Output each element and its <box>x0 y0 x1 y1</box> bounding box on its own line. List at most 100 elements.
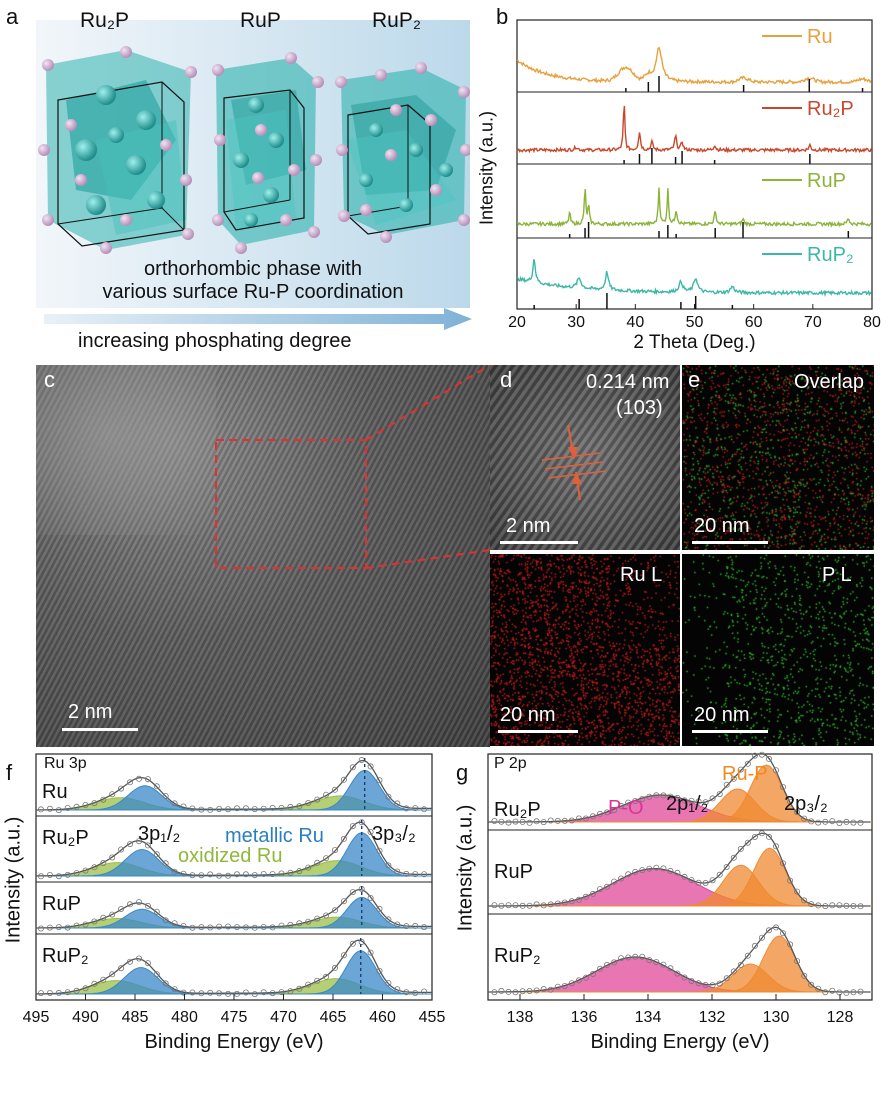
xps-g-datapoint <box>815 985 822 992</box>
xps-g-datapoint <box>709 877 716 884</box>
xps-f-datapoint <box>260 871 267 878</box>
xps-g-datapoint <box>554 900 561 907</box>
xps-g-datapoint <box>787 798 794 805</box>
xps-g-datapoint <box>765 927 772 934</box>
xps-f-datapoint <box>189 872 196 879</box>
xps-g-datapoint <box>632 798 639 805</box>
xrd-xlabel: 2 Theta (Deg.) <box>633 332 755 353</box>
xps-g-datapoint <box>611 807 618 814</box>
xrd-chart: Ru Ru₂P RuP RuP₂ 20 30 40 50 60 70 80 2 Theta (Deg.… <box>508 19 881 353</box>
panel-d-scale-label: 2 nm <box>506 515 551 537</box>
phase-label-ru2p: Ru₂P <box>80 9 130 32</box>
xps-f-datapoint <box>135 775 142 782</box>
xps-f-datapoint <box>55 873 62 880</box>
xps-f-datapoint <box>153 851 160 858</box>
xrd-legend-text: RuP <box>807 170 846 192</box>
xps-g-xtick-label: 128 <box>827 1009 854 1026</box>
xps-f-datapoint <box>323 973 330 980</box>
xps-f-datapoint <box>403 805 410 812</box>
xrd-ylabel: Intensity (a.u.) <box>476 110 497 226</box>
panel-c-label: c <box>44 367 55 392</box>
panel-b-label: b <box>496 4 509 29</box>
xps-g-datapoint <box>526 902 533 909</box>
xps-g-datapoint <box>660 961 667 968</box>
xps-f-datapoint <box>82 802 89 809</box>
xps-g-datapoint <box>815 902 822 909</box>
xps-g-datapoint <box>589 970 596 977</box>
xps-f-datapoint <box>127 901 134 908</box>
xps-g-datapoint <box>730 968 737 975</box>
xps-f-datapoint <box>358 938 365 945</box>
xps-g-datapoint <box>857 819 864 826</box>
xps-f-datapoint <box>91 918 98 925</box>
xps-g-datapoint <box>540 985 547 992</box>
xps-g-datapoint <box>632 953 639 960</box>
metallic-ru-label: metallic Ru <box>225 825 324 847</box>
xps-g-datapoint <box>681 974 688 981</box>
xps-g-datapoint <box>751 942 758 949</box>
peak-left-label: 3p₁/₂ <box>138 823 180 845</box>
xps-f-datapoint <box>38 925 45 932</box>
xps-g-datapoint <box>491 902 498 909</box>
xps-f-datapoint <box>323 791 330 798</box>
xps-g-datapoint <box>561 817 568 824</box>
xps-g-datapoint <box>829 987 836 994</box>
panel-e-label: e <box>688 367 701 392</box>
xps-g-datapoint <box>751 752 758 759</box>
xps-g-datapoint <box>688 877 695 884</box>
arrow-label: increasing phosphating degree <box>78 330 352 352</box>
xps-g-datapoint <box>512 989 519 996</box>
xps-f-datapoint <box>278 804 285 811</box>
xps-g-datapoint <box>723 864 730 871</box>
xps-g-datapoint <box>730 854 737 861</box>
p-map-label: P L <box>822 564 852 586</box>
xps-f-datapoint <box>242 871 249 878</box>
xps-f-envelope <box>35 821 432 877</box>
xps-f-datapoint <box>73 987 80 994</box>
xps-g-datapoint <box>681 797 688 804</box>
xps-f-datapoint <box>46 989 53 996</box>
xps-g-datapoint <box>519 818 526 825</box>
xps-f-datapoint <box>207 924 214 931</box>
xps-f-datapoint <box>233 805 240 812</box>
ru-canvas <box>490 554 680 746</box>
xps-g-datapoint <box>695 879 702 886</box>
xps-g-datapoint <box>667 965 674 972</box>
xps-g-datapoint <box>702 981 709 988</box>
xrd-xtick-label: 70 <box>804 314 822 331</box>
xps-f-datapoint <box>55 807 62 814</box>
xps-f-datapoint <box>331 907 338 914</box>
xps-g-datapoint <box>716 791 723 798</box>
xps-f-datapoint <box>305 800 312 807</box>
xps-g-datapoint <box>589 813 596 820</box>
xps-f-datapoint <box>216 990 223 997</box>
xps-g-sample-label: RuP <box>494 861 533 883</box>
phosphating-arrow <box>44 308 472 330</box>
xps-g-datapoint <box>512 902 519 909</box>
xps-g-datapoint <box>491 818 498 825</box>
xps-g-datapoint <box>744 952 751 959</box>
lattice-image: d 0.214 nm (103) 2 nm <box>490 365 680 550</box>
xps-f-datapoint <box>109 971 116 978</box>
xps-g-datapoint <box>829 902 836 909</box>
eds-overlap-map: e Overlap 20 nm <box>682 365 874 550</box>
xps-g-datapoint <box>758 934 765 941</box>
xps-g-datapoint <box>843 989 850 996</box>
xps-f-datapoint <box>385 916 392 923</box>
xps-f-datapoint <box>394 921 401 928</box>
peak-right-label: 3p₃/₂ <box>372 823 416 845</box>
xrd-xtick-label: 30 <box>567 314 585 331</box>
xps-f-xtick-label: 470 <box>270 1009 297 1026</box>
xps-f-datapoint <box>162 860 169 867</box>
xps-f-datapoint <box>403 870 410 877</box>
xrd-pattern-3 <box>516 259 872 298</box>
xps-g-datapoint <box>681 873 688 880</box>
xps-g-datapoint <box>772 924 779 931</box>
xps-g-datapoint <box>660 792 667 799</box>
metallic-peak-right <box>184 832 432 877</box>
xps-f-xtick-label: 490 <box>72 1009 99 1026</box>
xps-g-datapoint <box>674 869 681 876</box>
xps-f-datapoint <box>189 805 196 812</box>
xps-f-datapoint <box>64 924 71 931</box>
xps-f-datapoint <box>73 870 80 877</box>
